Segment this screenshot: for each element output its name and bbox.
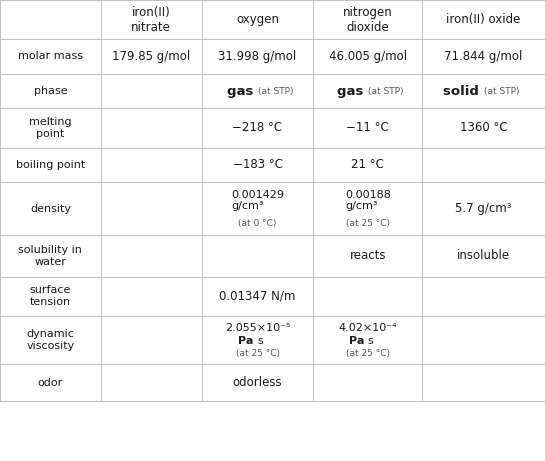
Text: iron(II)
nitrate: iron(II) nitrate [131,6,171,34]
Text: solubility in
water: solubility in water [19,245,82,266]
Text: 5.7 g/cm³: 5.7 g/cm³ [456,202,512,215]
Text: −218 °C: −218 °C [233,121,282,135]
Text: boiling point: boiling point [16,160,85,170]
Text: dynamic
viscosity: dynamic viscosity [26,329,75,351]
Text: 1360 °C: 1360 °C [460,121,507,135]
Text: 0.00188
g/cm³: 0.00188 g/cm³ [345,189,391,211]
Text: 0.001429
g/cm³: 0.001429 g/cm³ [231,189,284,211]
Text: odor: odor [38,378,63,388]
Text: (at 25 °C): (at 25 °C) [346,219,390,228]
Text: melting
point: melting point [29,117,72,139]
Text: 71.844 g/mol: 71.844 g/mol [445,50,523,63]
Text: odorless: odorless [233,376,282,389]
Text: 4.02×10⁻⁴: 4.02×10⁻⁴ [338,324,397,333]
Text: (at STP): (at STP) [258,87,293,95]
Text: Pa: Pa [349,336,368,346]
Text: Pa: Pa [238,336,258,346]
Text: density: density [30,204,71,213]
Text: 179.85 g/mol: 179.85 g/mol [112,50,190,63]
Text: molar mass: molar mass [18,52,83,61]
Text: −183 °C: −183 °C [233,158,282,171]
Text: 0.01347 N/m: 0.01347 N/m [219,290,296,303]
Text: 46.005 g/mol: 46.005 g/mol [329,50,407,63]
Text: oxygen: oxygen [236,13,279,26]
Text: gas: gas [337,84,368,98]
Text: s: s [258,336,270,346]
Text: nitrogen
dioxide: nitrogen dioxide [343,6,393,34]
Text: solid: solid [443,84,484,98]
Text: (at STP): (at STP) [484,87,519,95]
Text: (at 25 °C): (at 25 °C) [235,349,280,358]
Text: gas: gas [227,84,258,98]
Text: (at STP): (at STP) [368,87,403,95]
Text: −11 °C: −11 °C [347,121,389,135]
Text: (at 25 °C): (at 25 °C) [346,349,390,358]
Text: iron(II) oxide: iron(II) oxide [446,13,521,26]
Text: 31.998 g/mol: 31.998 g/mol [219,50,296,63]
Text: (at 0 °C): (at 0 °C) [238,219,277,228]
Text: 2.055×10⁻⁵: 2.055×10⁻⁵ [225,324,290,333]
Text: reacts: reacts [350,249,386,262]
Text: phase: phase [34,86,67,96]
Text: s: s [368,336,380,346]
Text: 21 °C: 21 °C [352,158,384,171]
Text: insoluble: insoluble [457,249,510,262]
Text: surface
tension: surface tension [30,285,71,307]
